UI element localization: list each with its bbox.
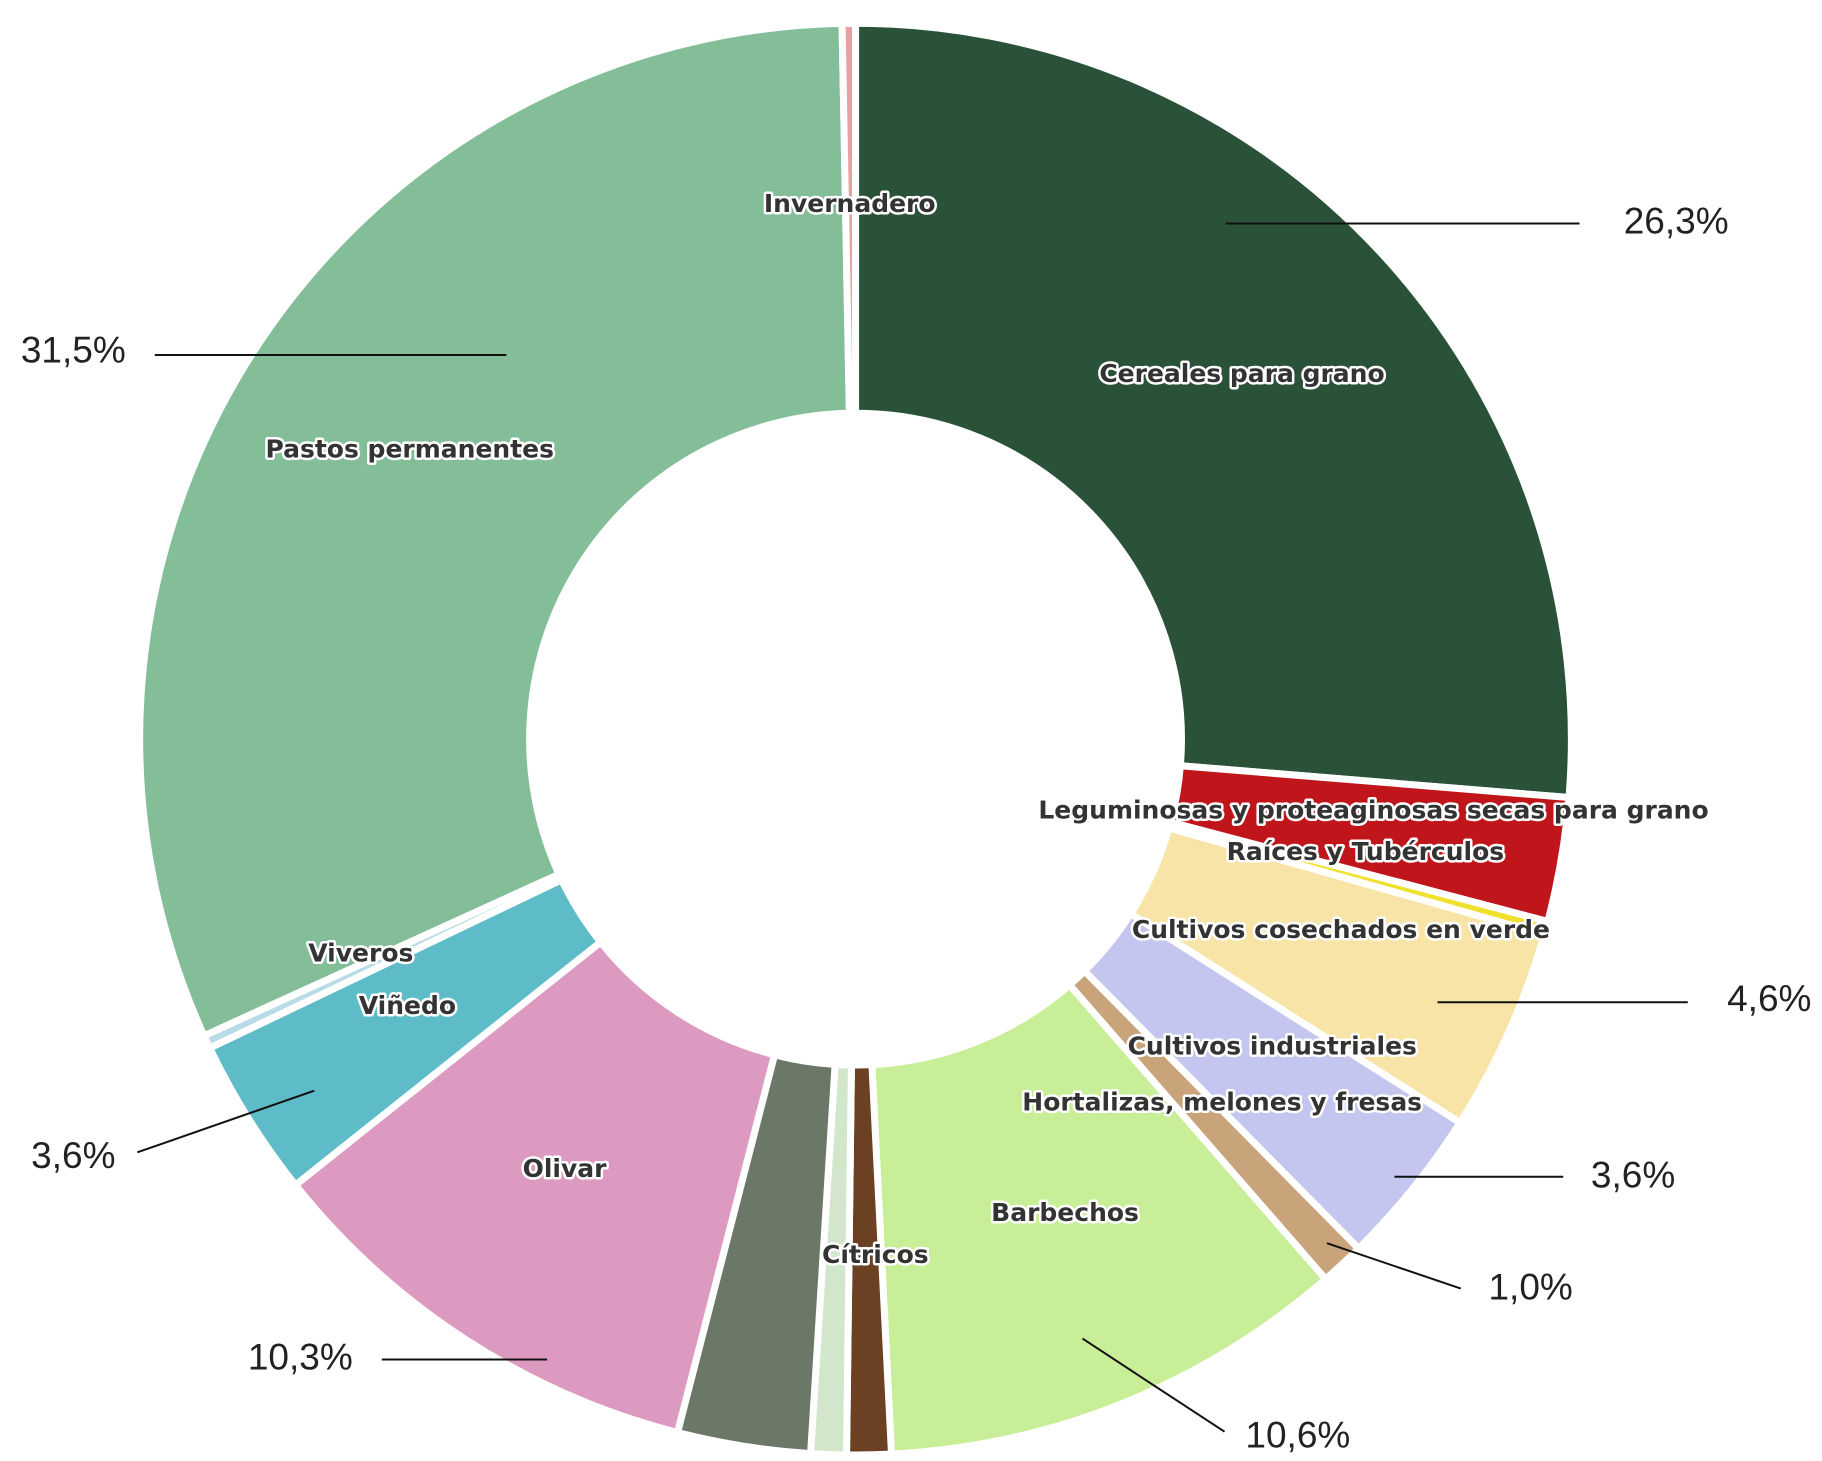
slice-label: Cereales para grano <box>1099 359 1384 388</box>
value-label: 10,3% <box>248 1336 353 1377</box>
slice <box>838 19 860 417</box>
leader-line <box>1326 1242 1462 1290</box>
value-label: 1,0% <box>1488 1266 1572 1307</box>
slice-label: Viñedo <box>359 991 456 1020</box>
slice-label: Barbechos <box>991 1198 1139 1227</box>
value-label: 31,5% <box>21 329 126 370</box>
slice-label: Leguminosas y proteaginosas secas para g… <box>1038 795 1708 824</box>
leader-line <box>137 1089 315 1154</box>
slice-label: Viveros <box>308 938 413 967</box>
slice <box>868 981 1330 1458</box>
value-label: 4,6% <box>1727 978 1811 1019</box>
leader-line <box>1081 1337 1226 1433</box>
slice-label: Cítricos <box>822 1240 929 1269</box>
slice-label: Olivar <box>523 1154 608 1183</box>
slice <box>136 19 853 1040</box>
value-label: 3,6% <box>1591 1155 1675 1196</box>
value-label: 3,6% <box>31 1135 115 1176</box>
slice-label: Cultivos industriales <box>1128 1032 1417 1061</box>
slice-label: Hortalizas, melones y fresas <box>1022 1087 1422 1116</box>
slice <box>291 938 778 1437</box>
value-label: 26,3% <box>1624 200 1729 241</box>
slice-label: Raíces y Tubérculos <box>1227 837 1505 866</box>
slice-label: Cultivos cosechados en verde <box>1132 915 1550 944</box>
value-label: 10,6% <box>1245 1414 1350 1455</box>
slice <box>852 19 1575 802</box>
slice-label: Pastos permanentes <box>265 434 554 463</box>
slice-label: Invernadero <box>764 189 936 218</box>
